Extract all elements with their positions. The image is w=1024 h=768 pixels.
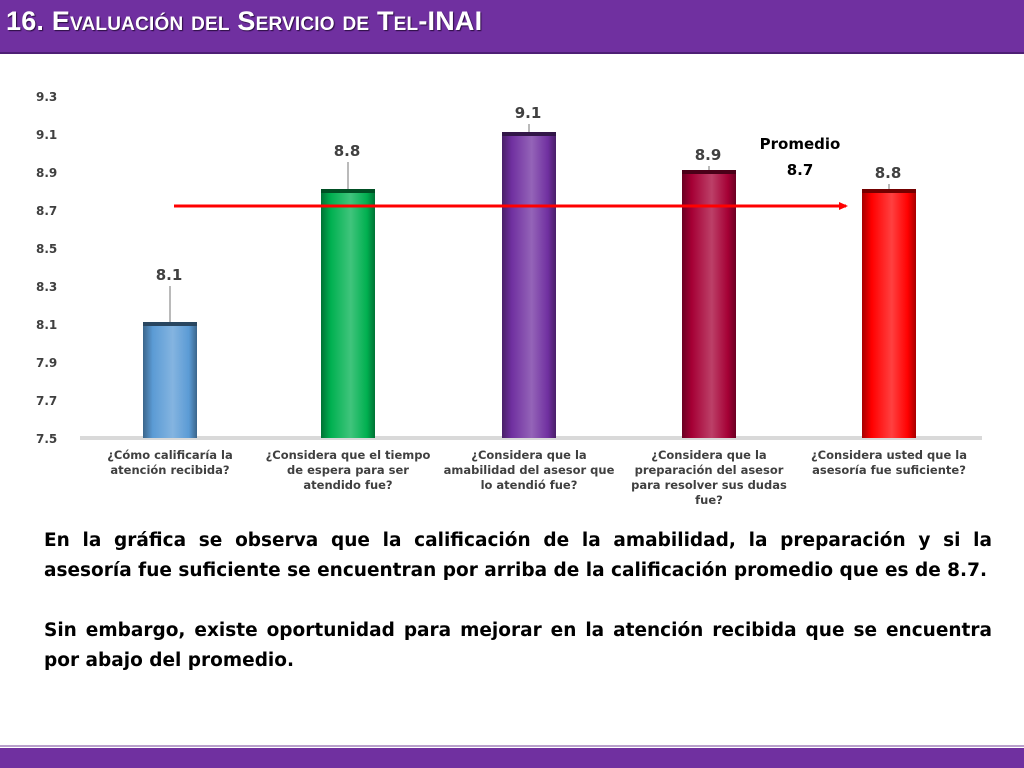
y-tick-label: 8.1 [36,318,57,332]
bar-top [143,322,197,326]
x-axis-labels: ¿Cómo calificaría la atención recibida? ¿C… [107,448,967,507]
bar-top [321,189,375,193]
bar-group: 8.1 [143,266,197,438]
category-label: ¿Considera que el tiempo de espera para s… [266,448,431,492]
bottom-divider [0,745,1024,747]
bar-value-label: 9.1 [515,104,542,122]
note-paragraph-1: En la gráfica se observa que la califica… [44,530,992,581]
bar [321,191,375,438]
y-tick-label: 8.7 [36,204,57,218]
bar-group: 8.8 [321,142,375,438]
y-tick-label: 9.3 [36,90,57,104]
bar-chart: 9.3 9.1 8.9 8.7 8.5 8.3 8.1 7.9 7.7 7.5 8.1 8.8 9.1… [36,90,982,507]
y-tick-label: 7.7 [36,394,57,408]
bar [862,191,916,438]
category-label: ¿Considera que la amabilidad del asesor q… [444,448,615,492]
average-label: Promedio [760,135,841,153]
bar [502,134,556,438]
bar-value-label: 8.9 [695,146,722,164]
category-label: ¿Considera usted que la asesoría fue sufi… [811,448,967,477]
bar-value-label: 8.8 [334,142,361,160]
y-tick-label: 8.5 [36,242,57,256]
y-tick-label: 7.9 [36,356,57,370]
bar-group: 8.9 [682,146,736,438]
y-tick-label: 7.5 [36,432,57,446]
bar-top [502,132,556,136]
bar [143,324,197,438]
page-title: 16. Evaluación del Servicio de Tel-INAI [6,6,483,36]
y-tick-label: 9.1 [36,128,57,142]
bar-group: 8.8 [862,164,916,438]
bar-value-label: 8.8 [875,164,902,182]
bar-value-label: 8.1 [156,266,183,284]
title-bar: 16. Evaluación del Servicio de Tel-INAI [0,0,1024,54]
average-group: Promedio 8.7 [174,135,848,210]
bars: 8.1 8.8 9.1 8.9 8.8 [143,104,916,438]
notes: En la gráfica se observa que la califica… [44,526,992,706]
bar-group: 9.1 [502,104,556,438]
average-value-label: 8.7 [787,161,814,179]
category-label: ¿Cómo calificaría la atención recibida? [107,448,233,477]
y-tick-label: 8.3 [36,280,57,294]
note-paragraph-2: Sin embargo, existe oportunidad para mej… [44,620,992,671]
bar-top [862,189,916,193]
bottom-bar [0,748,1024,768]
bar [682,172,736,438]
bar-top [682,170,736,174]
category-label: ¿Considera que la preparación del asesor p… [631,448,787,507]
y-tick-label: 8.9 [36,166,57,180]
